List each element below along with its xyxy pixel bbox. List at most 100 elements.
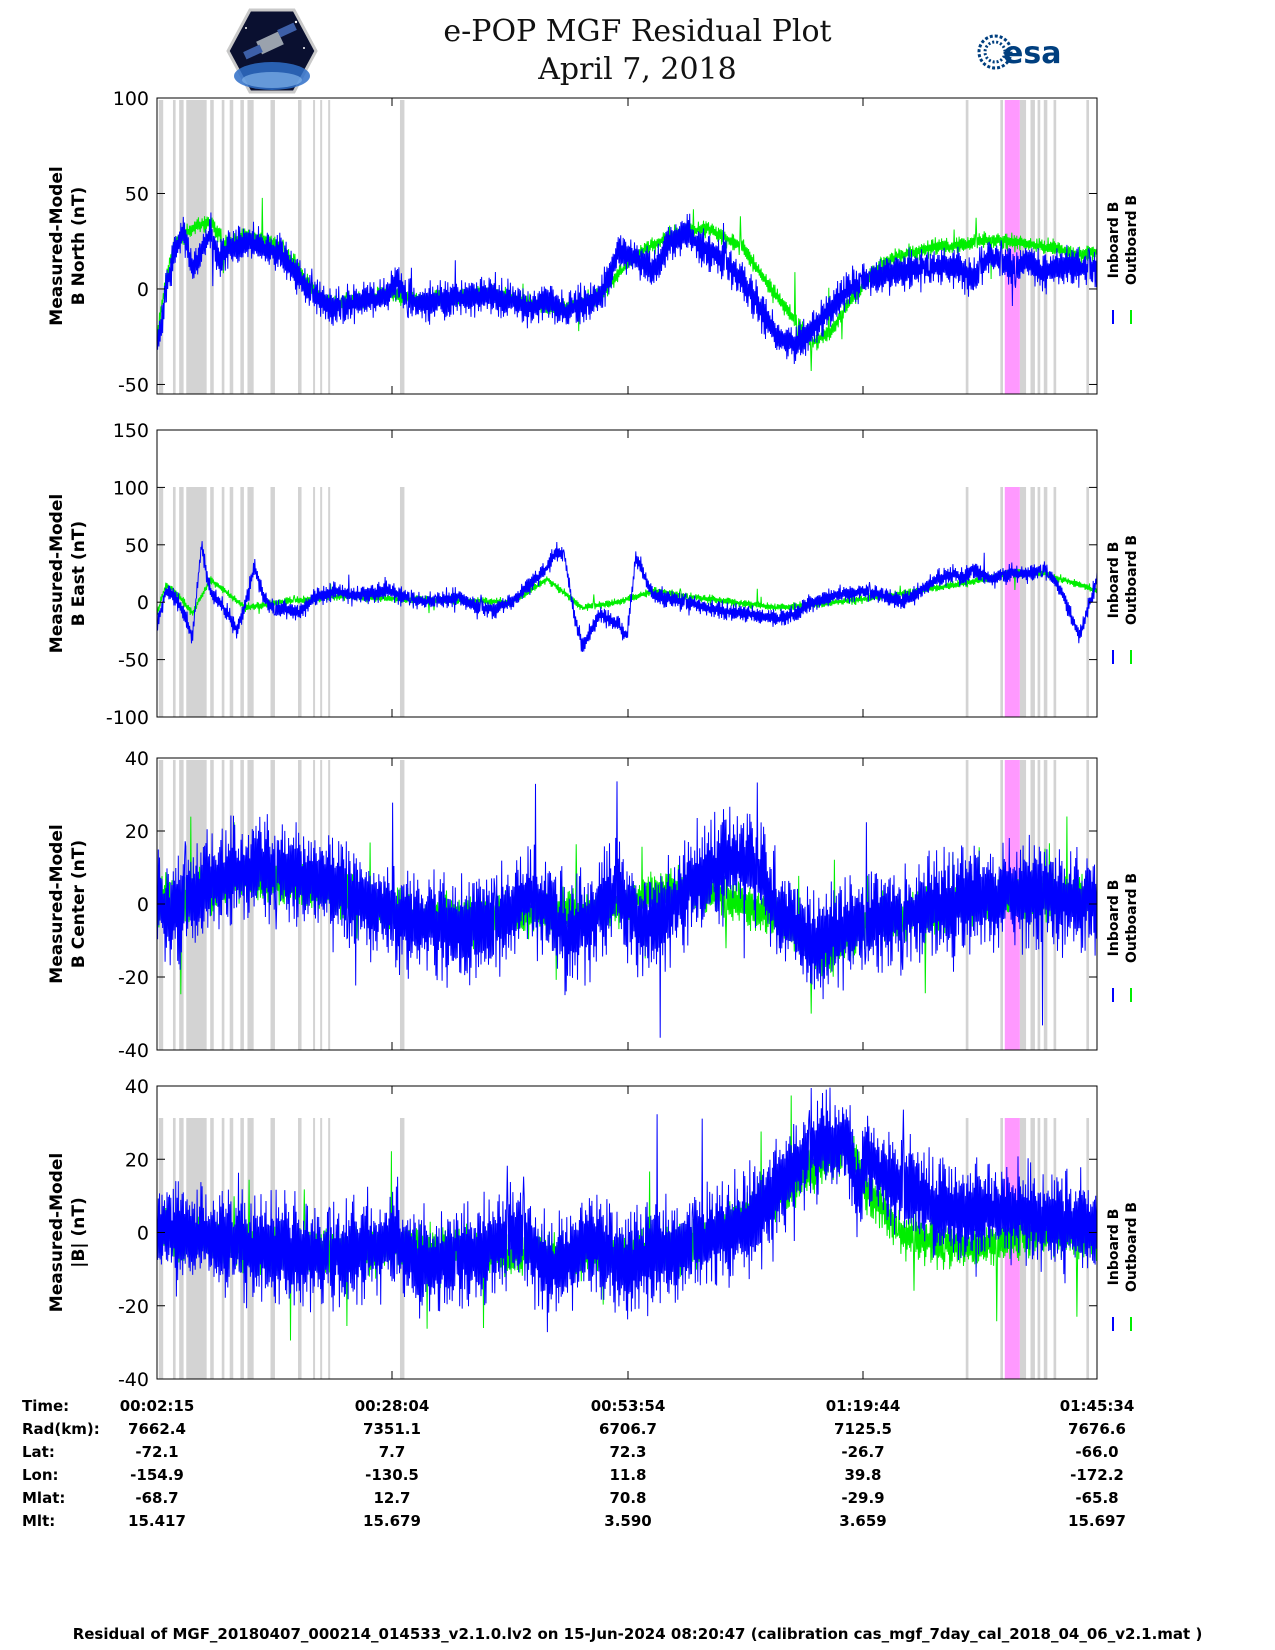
gap-band (240, 100, 244, 394)
ephemeris-value: -26.7 (841, 1443, 884, 1461)
gap-band (328, 1118, 331, 1379)
ephemeris-row-label: Rad(km): (22, 1420, 100, 1438)
y-tick-label: -50 (118, 650, 149, 672)
gap-band (158, 1118, 164, 1379)
gap-band (399, 487, 405, 717)
highlight-band (1004, 760, 1020, 1050)
legend-inboard-label: Inboard B (1106, 542, 1122, 619)
gap-band (1000, 487, 1003, 717)
gap-band (210, 487, 214, 717)
y-tick-label: -40 (118, 1369, 149, 1391)
gap-band (320, 1118, 323, 1379)
y-tick-label: 100 (113, 88, 149, 110)
ephemeris-value: -172.2 (1070, 1466, 1124, 1484)
gap-band (221, 487, 225, 717)
gap-band (1019, 100, 1027, 394)
gap-band (320, 760, 323, 1050)
y-tick-label: 0 (137, 894, 149, 916)
gap-band (1086, 487, 1090, 717)
ephemeris-value: 3.590 (604, 1512, 651, 1530)
esa-logo-icon: esa (977, 34, 1061, 71)
gap-band (210, 1118, 214, 1379)
y-tick-label: -40 (118, 1040, 149, 1062)
gap-band (1019, 1118, 1027, 1379)
gap-band (1037, 1118, 1041, 1379)
gap-band (1030, 1118, 1035, 1379)
gap-band (1053, 760, 1057, 1050)
gap-band (965, 760, 969, 1050)
outboard-series-line (156, 568, 1098, 616)
gap-band (270, 760, 275, 1050)
plot-frame (156, 757, 1098, 1051)
gap-band (313, 760, 316, 1050)
ephemeris-row-label: Lat: (22, 1443, 55, 1461)
ephemeris-row-label: Lon: (22, 1466, 59, 1484)
highlight-band (1004, 1118, 1020, 1379)
panel-2: -100 -50 0 50 100 150 Measured-Model B East (nT… (47, 420, 1140, 729)
gap-band (221, 1118, 225, 1379)
plot-frame (156, 429, 1098, 718)
gap-band (399, 760, 405, 1050)
gap-band (240, 760, 244, 1050)
inboard-series-line (156, 541, 1098, 652)
gap-band (240, 487, 244, 717)
gap-band (1043, 487, 1048, 717)
gap-band (210, 760, 214, 1050)
y-tick-label: -100 (106, 707, 149, 729)
gap-band (1053, 100, 1057, 394)
legend-outboard-label: Outboard B (1124, 195, 1140, 285)
y-tick-label: 150 (113, 420, 149, 442)
gap-band (298, 760, 302, 1050)
gap-band (1043, 1118, 1048, 1379)
gap-band (965, 100, 969, 394)
y-axis-label-line: B North (nT) (69, 187, 89, 306)
gap-band (172, 100, 176, 394)
gap-band (1053, 487, 1057, 717)
gap-band (179, 100, 184, 394)
gap-band (328, 760, 331, 1050)
gap-band (1030, 760, 1035, 1050)
ephemeris-value: 7125.5 (834, 1420, 892, 1438)
gap-band (328, 100, 331, 394)
chart-title: e-POP MGF Residual Plot (443, 14, 832, 49)
gap-band (313, 100, 316, 394)
y-axis-label-line: Measured-Model (47, 494, 67, 653)
ephemeris-value: -65.8 (1075, 1489, 1118, 1507)
gap-band (1030, 100, 1035, 394)
legend-outboard-label: Outboard B (1124, 873, 1140, 963)
gap-band (399, 100, 405, 394)
legend-outboard-label: Outboard B (1124, 1202, 1140, 1292)
gap-band (186, 1118, 207, 1379)
gap-band (179, 760, 184, 1050)
y-axis-label: Measured-Model B Center (nT) (47, 824, 89, 983)
gap-band (1000, 760, 1003, 1050)
gap-band (186, 100, 207, 394)
gap-band (247, 487, 254, 717)
y-axis-label-line: B Center (nT) (69, 840, 89, 968)
ephemeris-value: 01:19:44 (826, 1397, 901, 1415)
panel-4: -40 -20 0 20 40 Measured-Model |B| (nT) Inboard… (47, 1076, 1140, 1391)
ephemeris-row-label: Time: (22, 1397, 69, 1415)
gap-band (1037, 760, 1041, 1050)
gap-band (221, 760, 225, 1050)
ephemeris-value: 7676.6 (1068, 1420, 1126, 1438)
ephemeris-value: 3.659 (839, 1512, 886, 1530)
gap-band (1043, 760, 1048, 1050)
y-tick-label: 40 (125, 748, 149, 770)
gap-band (1086, 1118, 1090, 1379)
ephemeris-value: 70.8 (609, 1489, 646, 1507)
gap-band (1053, 1118, 1057, 1379)
y-axis-label-line: Measured-Model (47, 1153, 67, 1312)
y-tick-label: 100 (113, 477, 149, 499)
gap-band (270, 487, 275, 717)
gap-band (179, 487, 184, 717)
ephemeris-value: 15.417 (128, 1512, 186, 1530)
ephemeris-value: -154.9 (130, 1466, 184, 1484)
plot-frame (156, 1085, 1098, 1380)
ephemeris-value: 01:45:34 (1060, 1397, 1135, 1415)
gap-band (1037, 487, 1041, 717)
y-tick-label: -50 (118, 374, 149, 396)
gap-band (172, 1118, 176, 1379)
gap-band (328, 487, 331, 717)
